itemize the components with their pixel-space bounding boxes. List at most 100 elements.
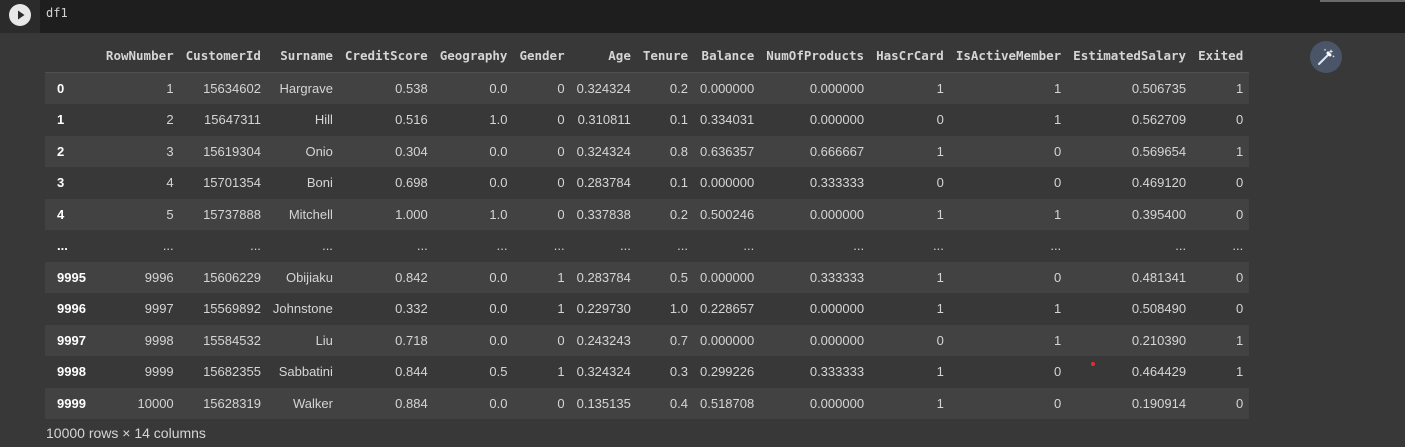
table-cell: 1	[936, 143, 944, 159]
column-header: CustomerId	[179, 40, 267, 73]
table-cell: 0.5	[669, 269, 688, 285]
table-cell: 0.4	[669, 395, 688, 411]
table-cell: 1	[166, 80, 174, 96]
table-cell: 15628319	[203, 395, 261, 411]
table-cell: 1	[1235, 143, 1244, 159]
table-row: 4 5 15737888 Mitchell 1.000 1.0 0 0.337838 0.2 0.…	[45, 198, 1250, 230]
table-cell: 0	[557, 175, 565, 191]
table-cell: 0.228657	[700, 301, 755, 317]
column-header: IsActiveMember	[949, 40, 1068, 73]
divider	[1320, 0, 1405, 2]
table-cell: 0.000000	[700, 80, 755, 96]
table-cell: 0.0	[489, 80, 508, 96]
table-cell: 0	[1053, 364, 1062, 380]
table-row: 9998 9999 15682355 Sabbatini 0.844 0.5 1 0.3243…	[45, 356, 1250, 388]
table-cell: ...	[1050, 238, 1062, 254]
table-cell: 0.842	[395, 269, 428, 285]
table-cell: 0.506735	[1131, 80, 1187, 96]
table-cell: ...	[496, 238, 508, 254]
table-cell: ...	[322, 238, 333, 254]
table-cell: ...	[1175, 238, 1187, 254]
table-cell: ...	[620, 238, 631, 254]
table-row: 9996 9997 15569892 Johnstone 0.332 0.0 1 0.2297…	[45, 293, 1250, 325]
table-cell: 15647311	[204, 112, 261, 128]
table-cell: 0	[1235, 301, 1244, 317]
code-cell[interactable]: df1	[0, 0, 1405, 33]
table-cell: 0	[936, 332, 944, 348]
table-cell: 9998	[144, 332, 174, 348]
table-cell: 3	[166, 143, 174, 159]
column-header: Surname	[266, 40, 339, 73]
table-row: 9999 10000 15628319 Walker 0.884 0.0 0 0.135135…	[45, 387, 1250, 419]
table-header: RowNumber CustomerId Surname CreditScore Geo…	[45, 40, 1250, 73]
column-header: Gender	[513, 40, 571, 73]
table-cell: 0	[557, 332, 565, 348]
play-icon	[10, 5, 30, 25]
table-cell: 4	[166, 175, 174, 191]
table-cell: 0.0	[489, 175, 508, 191]
table-cell: 0.8	[669, 143, 688, 159]
table-cell: 0.229730	[576, 301, 631, 317]
table-row: 1 2 15647311 Hill 0.516 1.0 0 0.310811 0.1 0.3340…	[45, 104, 1250, 136]
table-cell: 0.569654	[1131, 143, 1187, 159]
table-cell: 0.636357	[700, 143, 755, 159]
table-cell: 0.562709	[1131, 112, 1187, 128]
table-cell: ...	[250, 238, 261, 254]
table-cell: 0.538	[395, 80, 428, 96]
row-index: 9997	[57, 332, 86, 348]
table-cell: 0	[1053, 269, 1062, 285]
table-row: 9995 9996 15606229 Obijiaku 0.842 0.0 1 0.28378…	[45, 261, 1250, 293]
table-cell: 0.190914	[1131, 395, 1187, 411]
row-index: 9995	[57, 269, 86, 285]
table-cell: 0.000000	[809, 332, 865, 348]
table-cell: 0.000000	[700, 269, 755, 285]
table-cell: Boni	[306, 175, 333, 191]
table-cell: 0.481341	[1131, 269, 1187, 285]
table-cell: 1	[1053, 301, 1062, 317]
row-index: 1	[57, 112, 65, 128]
table-cell: 1.0	[669, 301, 688, 317]
table-cell: 0.304	[395, 143, 428, 159]
table-cell: 0.000000	[809, 80, 865, 96]
code-input[interactable]: df1	[46, 6, 68, 20]
table-cell: Sabbatini	[278, 364, 333, 380]
table-cell: 1	[557, 269, 565, 285]
table-cell: 0.516	[395, 112, 428, 128]
table-cell: 0	[1053, 143, 1062, 159]
table-cell: 0.324324	[576, 364, 631, 380]
table-cell: 1	[936, 269, 944, 285]
table-cell: 9999	[144, 364, 174, 380]
column-header: HasCrCard	[870, 40, 950, 73]
column-header: Balance	[694, 40, 761, 73]
column-header: RowNumber	[99, 40, 180, 73]
table-cell: 0.698	[395, 175, 428, 191]
table-cell: 9997	[144, 301, 174, 317]
table-cell: 1	[1235, 80, 1244, 96]
table-cell: 0.2	[669, 80, 688, 96]
table-cell: ...	[677, 238, 688, 254]
table-cell: 1	[557, 364, 565, 380]
magic-wand-icon	[1318, 48, 1335, 65]
table-cell: 2	[166, 112, 174, 128]
table-cell: 0.0	[489, 301, 508, 317]
table-cell: ...	[416, 238, 428, 254]
table-cell: 0	[557, 206, 565, 222]
table-cell: ...	[1232, 238, 1244, 254]
table-cell: 0	[1235, 112, 1244, 128]
table-cell: 0.0	[489, 269, 508, 285]
run-cell-button[interactable]	[9, 4, 31, 26]
table-cell: ...	[743, 238, 755, 254]
table-cell: 0.718	[395, 332, 428, 348]
table-cell: 0.1	[669, 112, 688, 128]
table-cell: 0	[936, 112, 944, 128]
column-header: Age	[570, 40, 637, 73]
table-cell: 0.666667	[809, 143, 865, 159]
table-cell: Walker	[292, 395, 333, 411]
table-cell: 0	[557, 395, 565, 411]
table-cell: 15634602	[203, 80, 261, 96]
row-index: ...	[57, 238, 68, 254]
table-cell: 1	[1235, 332, 1244, 348]
magic-wand-button[interactable]	[1310, 41, 1342, 73]
table-cell: 1	[936, 395, 944, 411]
cursor-marker	[1091, 362, 1095, 366]
